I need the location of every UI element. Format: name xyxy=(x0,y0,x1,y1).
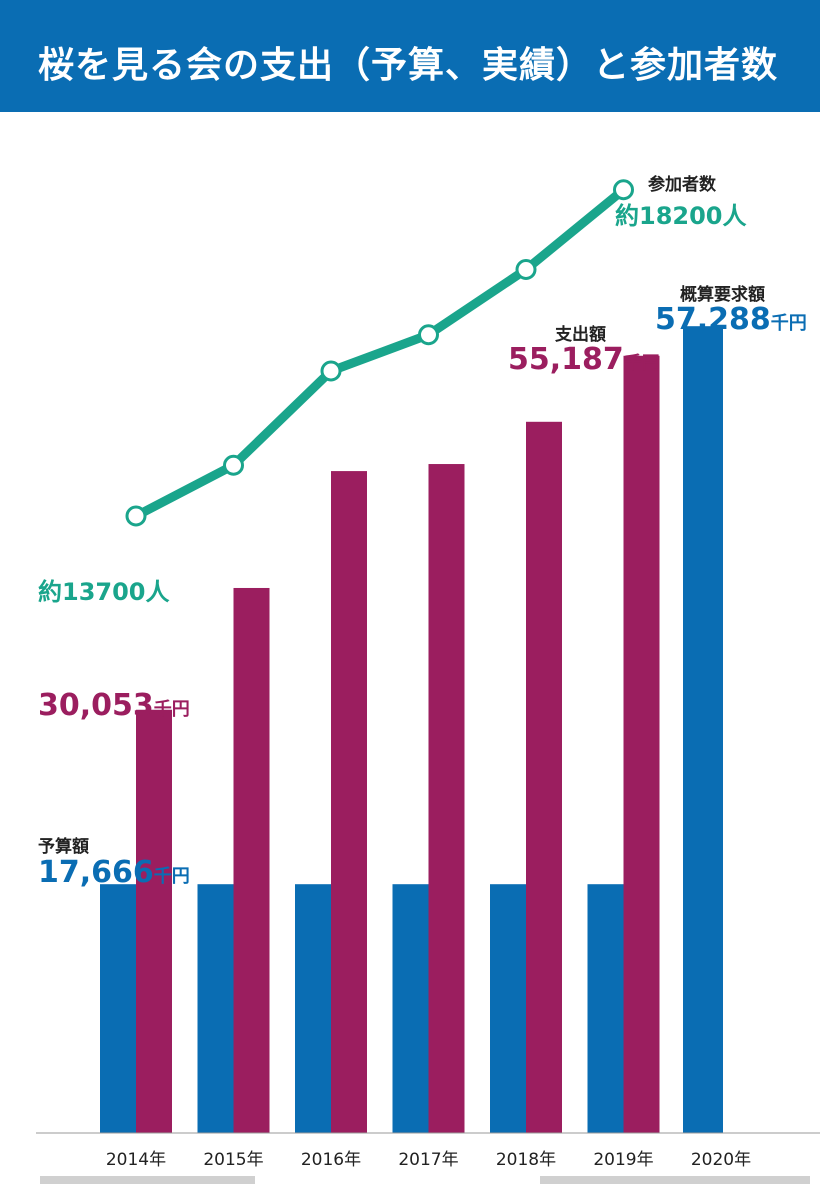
bar-spend xyxy=(136,709,172,1133)
request-caption: 概算要求額 xyxy=(680,285,765,305)
participants-point xyxy=(613,179,634,201)
x-tick-label: 2017年 xyxy=(398,1150,458,1170)
x-tick-label: 2015年 xyxy=(203,1150,263,1170)
x-tick-label: 2020年 xyxy=(691,1150,751,1170)
bar-budget xyxy=(587,884,624,1133)
title-banner: 桜を見る会の支出（予算、実績）と参加者数 xyxy=(0,0,820,112)
bar-spend xyxy=(623,355,660,1133)
spend-first-value: 30,053 xyxy=(38,688,154,723)
bar-spend xyxy=(331,471,367,1133)
spend-last-value: 55,187 xyxy=(508,342,624,377)
x-tick-label: 2014年 xyxy=(106,1150,166,1170)
bar-budget xyxy=(392,884,429,1133)
footnote-right xyxy=(540,1176,810,1184)
participants-point xyxy=(418,324,439,346)
x-tick-label: 2016年 xyxy=(301,1150,361,1170)
request-unit: 千円 xyxy=(770,313,807,334)
budget-value-label: 17,666千円 xyxy=(38,855,190,890)
participants-caption: 参加者数 xyxy=(648,175,716,195)
spend-last-unit: 千円 xyxy=(623,353,660,374)
page-title: 桜を見る会の支出（予算、実績）と参加者数 xyxy=(38,45,779,86)
budget-caption: 予算額 xyxy=(38,837,89,857)
request-value-label: 57,288千円 xyxy=(655,302,807,337)
bar-budget xyxy=(100,884,136,1133)
participants-point xyxy=(125,505,147,527)
participants-point xyxy=(515,259,537,280)
x-tick-label: 2019年 xyxy=(593,1150,653,1170)
participants-point xyxy=(320,360,342,382)
x-tick-label: 2018年 xyxy=(496,1150,556,1170)
footnote-left xyxy=(40,1176,255,1184)
spend-caption: 支出額 xyxy=(555,325,606,345)
bar-budget xyxy=(295,884,331,1133)
spend-last-label: 55,187千円 xyxy=(508,342,660,377)
bar-spend xyxy=(428,464,465,1134)
budget-value: 17,666 xyxy=(38,855,154,890)
spend-first-label: 30,053千円 xyxy=(38,688,190,723)
participants-line xyxy=(131,185,628,521)
bar-spend xyxy=(526,421,562,1134)
bar-budget xyxy=(683,326,723,1134)
bar-budget xyxy=(197,884,234,1133)
bar-spend xyxy=(233,587,270,1133)
participants-last: 約18200人 xyxy=(615,202,747,230)
budget-unit: 千円 xyxy=(153,866,190,887)
participants-first: 約13700人 xyxy=(38,578,170,606)
spend-first-unit: 千円 xyxy=(153,699,190,720)
request-value: 57,288 xyxy=(655,302,771,337)
bar-budget xyxy=(490,884,526,1133)
participants-point xyxy=(223,454,244,476)
